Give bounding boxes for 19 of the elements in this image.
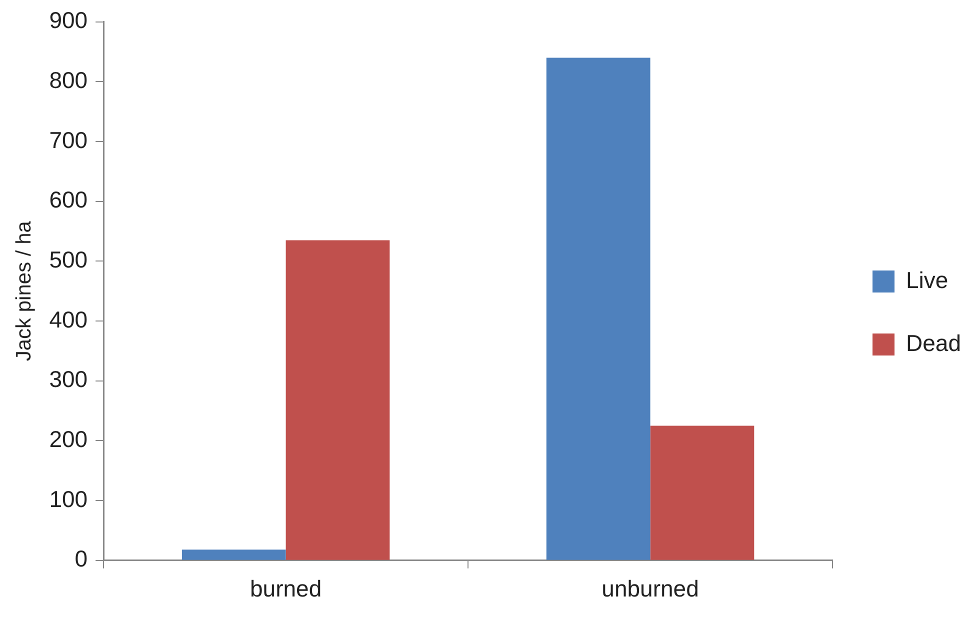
y-axis-title: Jack pines / ha [12,220,36,362]
y-tick-label: 500 [49,246,88,273]
y-tick-label: 700 [49,126,88,153]
bar [650,426,754,560]
y-tick-label: 0 [74,546,88,572]
bar [546,58,650,560]
y-tick-label: 400 [49,306,88,332]
y-tick-label: 800 [49,66,88,93]
y-tick-label: 200 [49,426,88,452]
legend-label: Dead [906,330,961,356]
legend-label: Live [906,266,948,293]
bar [182,550,286,560]
y-tick-label: 600 [49,186,88,213]
y-tick-label: 100 [49,486,88,512]
y-tick-label: 300 [49,366,88,392]
x-tick-label: burned [250,576,322,602]
x-tick-label: unburned [602,576,699,602]
bar [286,240,390,560]
y-tick-label: 900 [49,7,88,34]
